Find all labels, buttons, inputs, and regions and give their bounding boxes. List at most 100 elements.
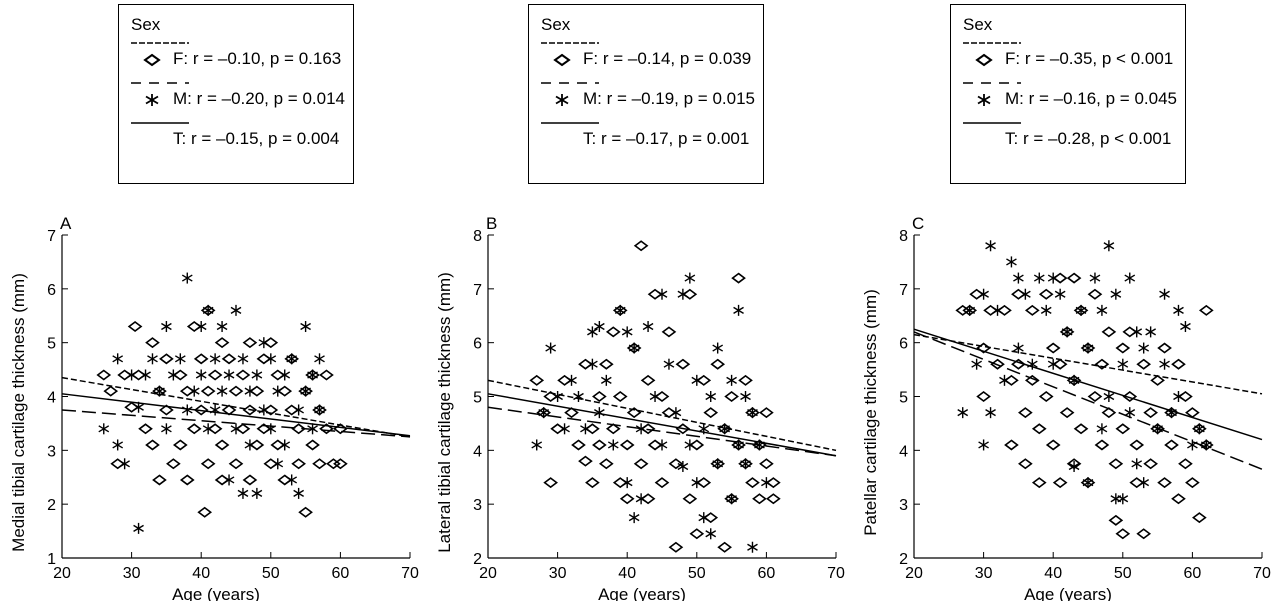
data-point-male bbox=[1159, 358, 1170, 370]
asterisk-stroke bbox=[677, 462, 689, 471]
y-tick-label: 7 bbox=[473, 282, 482, 299]
data-point-male bbox=[1096, 304, 1108, 316]
asterisk-stroke bbox=[593, 409, 605, 417]
data-point-male bbox=[112, 439, 124, 451]
data-point-male bbox=[300, 321, 311, 333]
data-point-female bbox=[228, 458, 244, 470]
asterisk-stroke bbox=[656, 441, 668, 449]
data-point-female bbox=[1094, 439, 1110, 451]
asterisk-stroke bbox=[670, 409, 682, 417]
data-point-male bbox=[1159, 288, 1170, 300]
legend-box: Sex F: r = –0.10, p = 0.163 M: r = –0.20… bbox=[118, 4, 354, 184]
data-point-male bbox=[642, 321, 654, 333]
legend-entry-total: T: r = –0.15, p = 0.004 bbox=[131, 121, 351, 161]
data-point-male bbox=[677, 460, 689, 472]
data-point-male bbox=[1145, 326, 1157, 338]
data-point-female bbox=[759, 458, 774, 470]
data-point-female bbox=[1024, 304, 1040, 316]
data-point-male bbox=[314, 353, 325, 365]
data-point-male bbox=[1082, 342, 1094, 354]
data-point-male bbox=[202, 423, 214, 435]
data-point-male bbox=[286, 353, 298, 365]
legend-entry-female: F: r = –0.14, p = 0.039 bbox=[541, 41, 761, 81]
data-point-male bbox=[1047, 272, 1059, 284]
asterisk-stroke bbox=[1159, 360, 1170, 368]
asterisk-stroke bbox=[635, 495, 647, 503]
asterisk-stroke bbox=[691, 479, 703, 487]
asterisk-marker-icon bbox=[977, 94, 991, 106]
data-point-male bbox=[747, 541, 758, 553]
data-point-male bbox=[119, 458, 131, 470]
data-point-male bbox=[1131, 458, 1143, 470]
data-point-male bbox=[559, 423, 570, 435]
data-point-female bbox=[221, 353, 237, 365]
data-point-male bbox=[251, 369, 263, 381]
y-tick-label: 7 bbox=[47, 228, 56, 245]
panel-c: Sex F: r = –0.35, p < 0.001 M: r = –0.16… bbox=[852, 0, 1272, 601]
data-point-male bbox=[573, 391, 584, 402]
legend-text: T: r = –0.15, p = 0.004 bbox=[173, 129, 339, 149]
y-tick-label: 3 bbox=[47, 443, 56, 460]
data-point-male bbox=[964, 304, 976, 316]
asterisk-stroke bbox=[607, 441, 619, 449]
asterisk-stroke bbox=[705, 530, 717, 538]
data-point-female bbox=[193, 353, 209, 365]
data-point-female bbox=[1129, 439, 1145, 451]
data-point-female bbox=[270, 439, 286, 451]
data-point-male bbox=[580, 423, 591, 435]
data-point-male bbox=[1110, 493, 1122, 505]
data-point-female bbox=[298, 506, 313, 518]
data-point-female bbox=[1052, 477, 1068, 489]
asterisk-stroke bbox=[1103, 392, 1115, 401]
y-tick-label: 2 bbox=[47, 497, 56, 514]
data-point-male bbox=[712, 458, 724, 470]
asterisk-stroke bbox=[112, 355, 124, 363]
data-point-female bbox=[1018, 458, 1033, 470]
data-point-male bbox=[1173, 304, 1184, 316]
data-point-male bbox=[126, 369, 137, 381]
asterisk-stroke bbox=[964, 306, 976, 314]
data-point-female bbox=[654, 477, 670, 489]
asterisk-stroke bbox=[761, 479, 772, 487]
data-point-female bbox=[661, 326, 677, 338]
data-point-female bbox=[312, 458, 327, 470]
asterisk-stroke bbox=[733, 441, 744, 449]
asterisk-stroke bbox=[1082, 479, 1094, 487]
asterisk-stroke bbox=[140, 371, 151, 379]
asterisk-stroke bbox=[628, 344, 640, 352]
data-point-male bbox=[279, 439, 291, 451]
legend-entry-total: T: r = –0.28, p < 0.001 bbox=[963, 121, 1183, 161]
asterisk-stroke bbox=[279, 441, 291, 449]
data-point-female bbox=[668, 541, 684, 553]
x-tick-label: 40 bbox=[618, 565, 636, 582]
x-tick-label: 30 bbox=[975, 565, 993, 582]
data-point-female bbox=[738, 374, 753, 386]
data-point-female bbox=[1122, 391, 1138, 402]
data-point-male bbox=[230, 304, 242, 316]
data-point-female bbox=[598, 358, 614, 370]
asterisk-stroke bbox=[161, 425, 172, 433]
legend-label: T: bbox=[173, 129, 191, 148]
asterisk-stroke bbox=[230, 306, 242, 314]
data-point-female bbox=[766, 477, 781, 489]
data-point-female bbox=[270, 369, 286, 381]
data-point-male bbox=[161, 423, 172, 435]
data-point-male bbox=[663, 358, 675, 370]
asterisk-stroke bbox=[314, 355, 325, 363]
legend-entry-male: M: r = –0.20, p = 0.014 bbox=[131, 81, 351, 121]
x-tick-label: 60 bbox=[332, 565, 350, 582]
data-point-female bbox=[983, 304, 998, 316]
x-tick-label: 60 bbox=[758, 565, 776, 582]
data-point-female bbox=[1024, 374, 1040, 386]
asterisk-stroke bbox=[1054, 290, 1066, 298]
data-point-male bbox=[293, 404, 305, 416]
data-point-male bbox=[761, 477, 772, 489]
asterisk-stroke bbox=[1006, 258, 1017, 266]
data-point-female bbox=[696, 477, 712, 489]
data-point-male bbox=[1103, 391, 1115, 402]
asterisk-stroke bbox=[747, 409, 758, 417]
legend-title: Sex bbox=[131, 15, 161, 34]
asterisk-marker-icon bbox=[145, 94, 159, 106]
data-point-male bbox=[726, 493, 737, 505]
panel-a: Sex F: r = –0.10, p = 0.163 M: r = –0.20… bbox=[0, 0, 420, 601]
